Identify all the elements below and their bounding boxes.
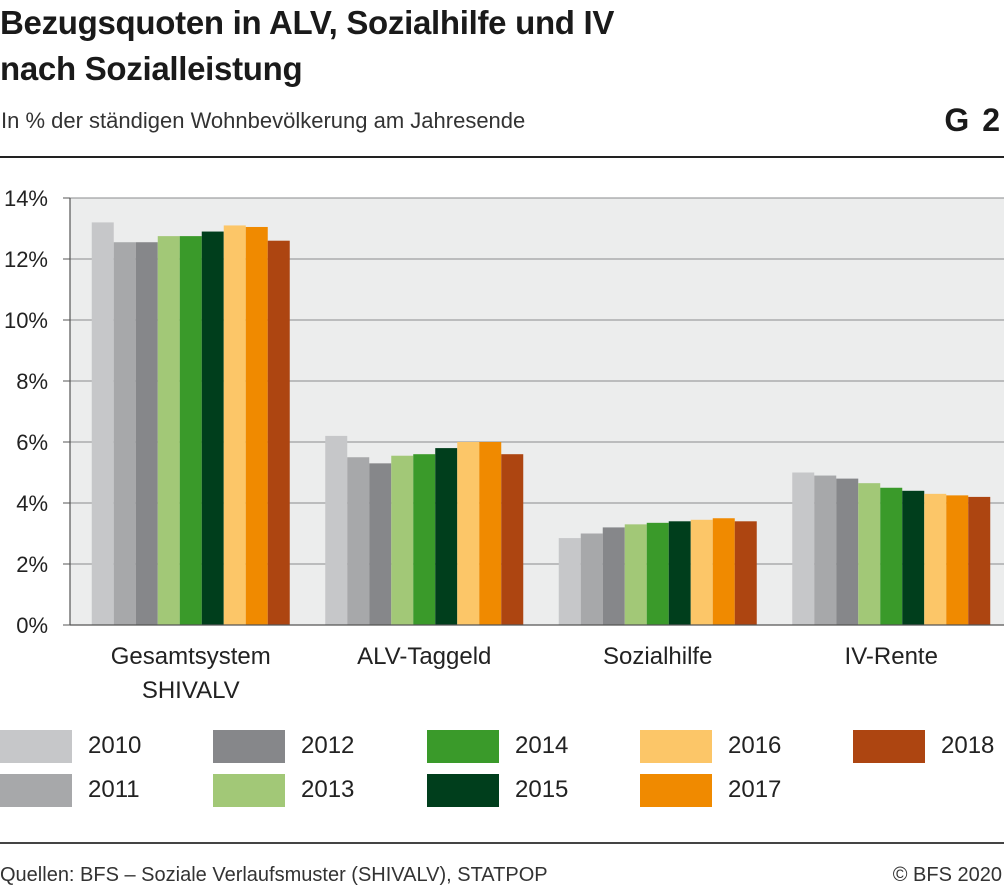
legend-label: 2018: [941, 732, 995, 759]
bar: [223, 225, 246, 625]
bar: [580, 533, 603, 625]
legend-item: 2018: [853, 730, 1003, 766]
bar: [501, 454, 524, 625]
legend-label: 2016: [728, 732, 782, 759]
bar: [157, 236, 180, 625]
legend-item: 2013: [213, 774, 363, 810]
bar: [690, 519, 713, 625]
bar: [479, 442, 502, 625]
legend-swatch: [640, 730, 712, 763]
bar: [602, 527, 625, 625]
bar: [325, 435, 348, 625]
legend-item: 2015: [427, 774, 577, 810]
y-tick-label: 12%: [4, 247, 48, 272]
legend-swatch: [853, 730, 925, 763]
legend-item: 2010: [0, 730, 150, 766]
y-tick-label: 8%: [16, 369, 48, 394]
legend-swatch: [427, 730, 499, 763]
legend-item: 2011: [0, 774, 150, 810]
bar: [179, 236, 202, 625]
bar: [135, 242, 158, 625]
legend-label: 2012: [301, 732, 355, 759]
legend-item: 2012: [213, 730, 363, 766]
x-tick-label: Sozialhilfe: [603, 643, 712, 670]
legend-label: 2013: [301, 776, 355, 803]
y-tick-label: 10%: [4, 308, 48, 333]
legend-swatch: [213, 774, 285, 807]
bar: [457, 442, 480, 625]
x-tick-label: SHIVALV: [142, 677, 240, 704]
bar: [267, 240, 290, 625]
bar: [113, 242, 136, 625]
legend-swatch: [0, 774, 72, 807]
chart-title-line-1: Bezugsquoten in ALV, Sozialhilfe und IV: [0, 4, 615, 41]
legend-label: 2017: [728, 776, 782, 803]
bar: [369, 463, 392, 625]
bar: [391, 455, 414, 625]
bar: [201, 231, 224, 626]
legend-swatch: [427, 774, 499, 807]
chart-legend: 2010 2011 2012 2013 2014 2015 2016 2017 2018: [0, 730, 1004, 820]
bar-chart: 0% 2% 4% 6% 8% 10% 12% 14% Gesamtsystem SHIVALV AL…: [4, 186, 1004, 704]
bar: [880, 487, 903, 625]
header-divider: [0, 156, 1004, 158]
bar: [712, 518, 735, 625]
bar: [858, 483, 881, 625]
y-tick-label: 0%: [16, 613, 48, 638]
y-tick-label: 6%: [16, 430, 48, 455]
figure-code: G 2: [944, 102, 1002, 138]
bar: [413, 454, 436, 625]
legend-label: 2015: [515, 776, 569, 803]
chart-title: Bezugsquoten in ALV, Sozialhilfe und IV n…: [0, 0, 900, 92]
legend-item: 2014: [427, 730, 577, 766]
legend-swatch: [0, 730, 72, 763]
source-note: Quellen: BFS – Soziale Verlaufsmuster (S…: [0, 864, 548, 886]
bar: [968, 496, 991, 625]
bar: [792, 472, 815, 625]
bar: [814, 475, 837, 625]
legend-item: 2017: [640, 774, 790, 810]
bar: [347, 457, 370, 625]
legend-label: 2010: [88, 732, 142, 759]
copyright-note: © BFS 2020: [892, 864, 1002, 886]
y-tick-label: 14%: [4, 186, 48, 211]
bar: [734, 521, 757, 625]
bar: [646, 522, 669, 625]
y-tick-label: 2%: [16, 552, 48, 577]
chart-title-line-2: nach Sozialleistung: [0, 50, 303, 87]
bar: [836, 478, 859, 625]
legend-item: 2016: [640, 730, 790, 766]
bar: [245, 226, 268, 625]
bar: [902, 490, 925, 625]
legend-label: 2011: [88, 776, 140, 803]
legend-swatch: [640, 774, 712, 807]
chart-subtitle: In % der ständigen Wohnbevölkerung am Ja…: [1, 108, 526, 133]
bar: [558, 538, 581, 625]
bar: [668, 521, 691, 625]
legend-swatch: [213, 730, 285, 763]
bar: [435, 448, 458, 625]
bar: [624, 524, 647, 625]
y-tick-label: 4%: [16, 491, 48, 516]
x-tick-label: Gesamtsystem: [111, 643, 271, 670]
legend-label: 2014: [515, 732, 569, 759]
x-tick-label: IV-Rente: [845, 643, 938, 670]
bar: [946, 495, 969, 625]
bar: [924, 493, 947, 625]
bar: [91, 222, 114, 625]
x-tick-label: ALV-Taggeld: [357, 643, 491, 670]
footer-divider: [0, 842, 1004, 844]
